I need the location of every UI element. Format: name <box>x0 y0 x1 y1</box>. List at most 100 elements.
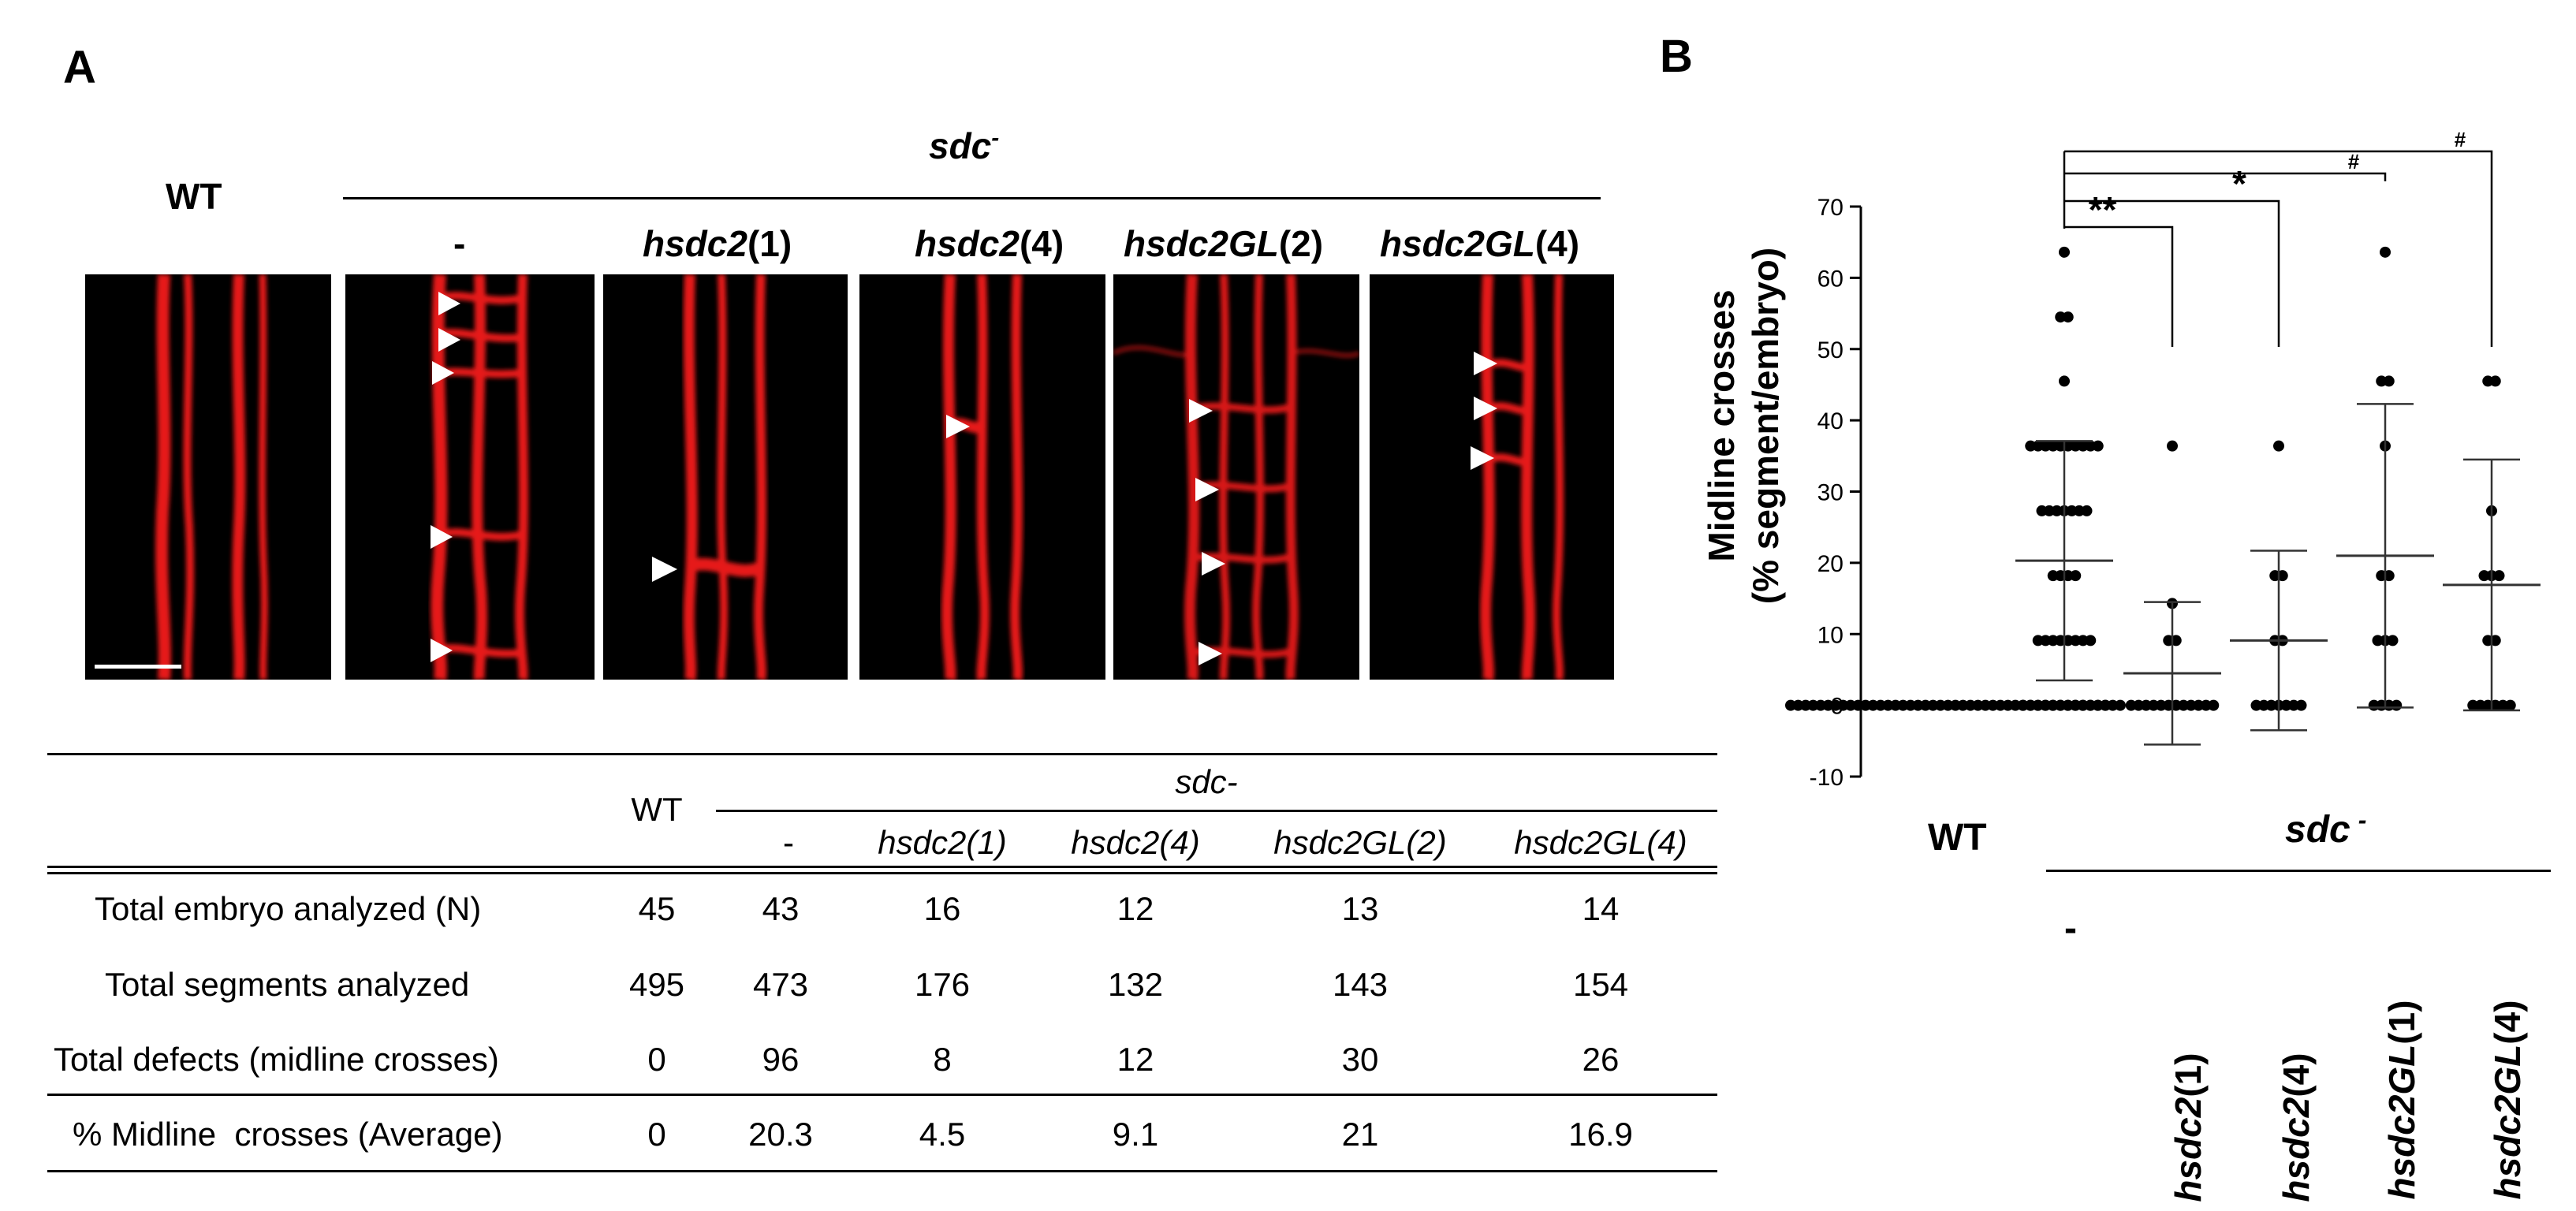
y-tick-label: 30 <box>1817 480 1843 506</box>
table-cell: 143 <box>1332 966 1389 1003</box>
image-label-hsdc2-1: hsdc2(1) <box>643 222 792 265</box>
table-cell: 26 <box>1582 1041 1620 1078</box>
sdc-header: sdc- <box>929 125 999 167</box>
table-cell: 20.3 <box>748 1116 813 1153</box>
micrograph-hsdc2gl-4 <box>1370 274 1614 680</box>
y-tick-label: 50 <box>1817 337 1843 363</box>
label-main: hsdc2GL <box>2487 1044 2528 1200</box>
image-label-hsdc2gl-4: hsdc2GL(4) <box>1380 222 1579 265</box>
label-suffix: (4) <box>1019 223 1064 264</box>
label-suffix: (1) <box>2168 1053 2209 1097</box>
scatter-plot: -10010203040506070***## <box>1785 128 2541 791</box>
table-header-rule-1 <box>47 866 1717 868</box>
data-point <box>2100 699 2112 711</box>
label-suffix: (4) <box>2276 1053 2317 1097</box>
table-row-label-2: Total segments analyzed <box>105 966 470 1003</box>
x-label-hsdc2gl-4: hsdc2GL(4) <box>2486 1000 2529 1199</box>
data-point <box>2070 570 2082 582</box>
micrograph-hsdc2-4 <box>859 274 1105 680</box>
table-row-label-4: % Midline crosses (Average) <box>73 1116 503 1153</box>
table-cell: 8 <box>933 1041 952 1078</box>
table-cell: 154 <box>1572 966 1629 1003</box>
table-cell: 43 <box>762 890 800 927</box>
table-col-header-hsdc2gl-4: hsdc2GL(4) <box>1514 824 1687 861</box>
panel-b-letter: B <box>1660 31 1693 82</box>
label-main: hsdc2GL <box>1380 223 1535 264</box>
table-cell: 0 <box>647 1041 666 1078</box>
table-cell: 9.1 <box>1112 1116 1159 1153</box>
table-top-rule <box>47 753 1717 755</box>
panel-a-letter: A <box>63 42 96 93</box>
table-row-label-1: Total embryo analyzed (N) <box>95 890 482 927</box>
micrograph-hsdc2-1 <box>603 274 848 680</box>
sdc-header-text: sdc <box>929 125 992 166</box>
significance-bracket <box>2064 199 2280 347</box>
label-main: hsdc2GL <box>2381 1044 2422 1200</box>
label-main: hsdc2GL <box>1124 223 1279 264</box>
significance-bracket <box>2064 150 2493 347</box>
label-main: hsdc2 <box>643 223 747 264</box>
table-cell: 0 <box>647 1116 666 1153</box>
data-point <box>2208 699 2220 711</box>
x-label-sdc-text: sdc <box>2285 809 2350 851</box>
significance-label: # <box>2455 128 2466 151</box>
micrograph-hsdc2gl-2 <box>1113 274 1359 680</box>
table-col-header-hsdc2gl-2: hsdc2GL(2) <box>1273 824 1447 861</box>
table-rule-before-last <box>47 1094 1717 1096</box>
x-label-hsdc2-4: hsdc2(4) <box>2275 1053 2317 1202</box>
table-col-header-hsdc2-1: hsdc2(1) <box>878 824 1007 861</box>
wt-image-label: WT <box>166 176 222 217</box>
table-cell: 473 <box>752 966 809 1003</box>
x-label-hsdc2gl-1: hsdc2GL(1) <box>2380 1000 2423 1199</box>
y-tick-label: -10 <box>1810 765 1843 791</box>
data-point <box>2059 375 2070 387</box>
table-cell: 45 <box>638 890 676 927</box>
table-row-label-3: Total defects (midline crosses) <box>54 1041 499 1078</box>
data-point <box>2295 699 2307 711</box>
table-cell: 14 <box>1582 890 1620 927</box>
y-tick-label: 70 <box>1817 195 1843 221</box>
data-point <box>2167 440 2178 452</box>
sdc-header-line <box>343 197 1601 199</box>
label-main: hsdc2 <box>2168 1097 2209 1202</box>
data-point <box>2062 311 2074 323</box>
table-cell: 495 <box>628 966 685 1003</box>
label-suffix: (2) <box>1278 223 1324 264</box>
data-point <box>2273 440 2284 452</box>
data-point <box>2115 699 2126 711</box>
significance-label: * <box>2232 163 2246 204</box>
x-label-hsdc2-1: hsdc2(1) <box>2167 1053 2209 1202</box>
data-point <box>2391 699 2403 711</box>
table-cell: 176 <box>914 966 971 1003</box>
y-tick-label: 10 <box>1817 622 1843 648</box>
image-label-hsdc2-4: hsdc2(4) <box>915 222 1064 265</box>
x-label-dash: - <box>2064 907 2077 949</box>
data-point <box>2383 375 2395 387</box>
data-point <box>2387 635 2399 646</box>
significance-bracket <box>2064 225 2174 347</box>
data-point <box>2504 699 2516 711</box>
table-cell: 132 <box>1107 966 1164 1003</box>
y-tick-label: 20 <box>1817 551 1843 577</box>
micrograph-dash <box>345 274 595 680</box>
x-label-wt: WT <box>1928 817 1987 859</box>
micrograph-wt <box>85 274 331 680</box>
significance-label: # <box>2348 150 2360 173</box>
table-cell: 96 <box>762 1041 800 1078</box>
table-cell: 16.9 <box>1568 1116 1633 1153</box>
significance-label: ** <box>2089 189 2117 230</box>
label-suffix: (1) <box>747 223 792 264</box>
table-col-header-dash: - <box>783 824 794 861</box>
table-cell: 30 <box>1341 1041 1379 1078</box>
table-group-rule <box>716 810 1717 812</box>
data-point <box>2081 505 2093 516</box>
data-point <box>2380 246 2391 258</box>
table-cell: 13 <box>1341 890 1379 927</box>
table-cell: 4.5 <box>919 1116 966 1153</box>
x-sdc-line <box>2046 870 2551 872</box>
label-suffix: (4) <box>1534 223 1580 264</box>
x-label-sdc-sup: - <box>2358 806 2367 834</box>
image-label-hsdc2gl-2: hsdc2GL(2) <box>1124 222 1323 265</box>
scale-bar <box>95 665 181 669</box>
table-col-header-hsdc2-4: hsdc2(4) <box>1071 824 1200 861</box>
